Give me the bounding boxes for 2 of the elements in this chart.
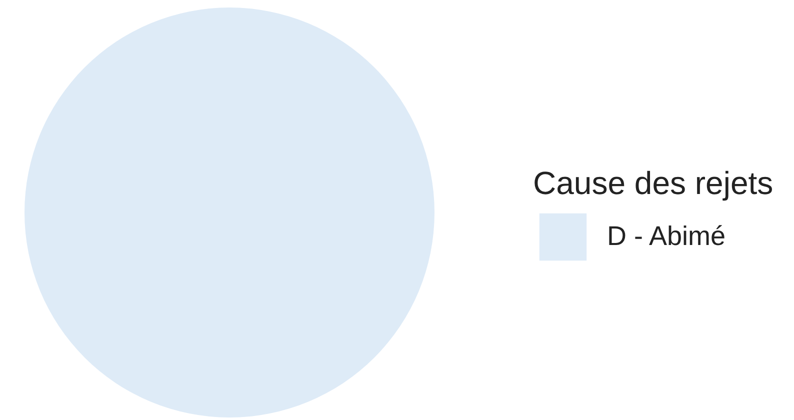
legend-label: D - Abimé [607, 220, 726, 253]
legend-title: Cause des rejets [533, 165, 774, 202]
